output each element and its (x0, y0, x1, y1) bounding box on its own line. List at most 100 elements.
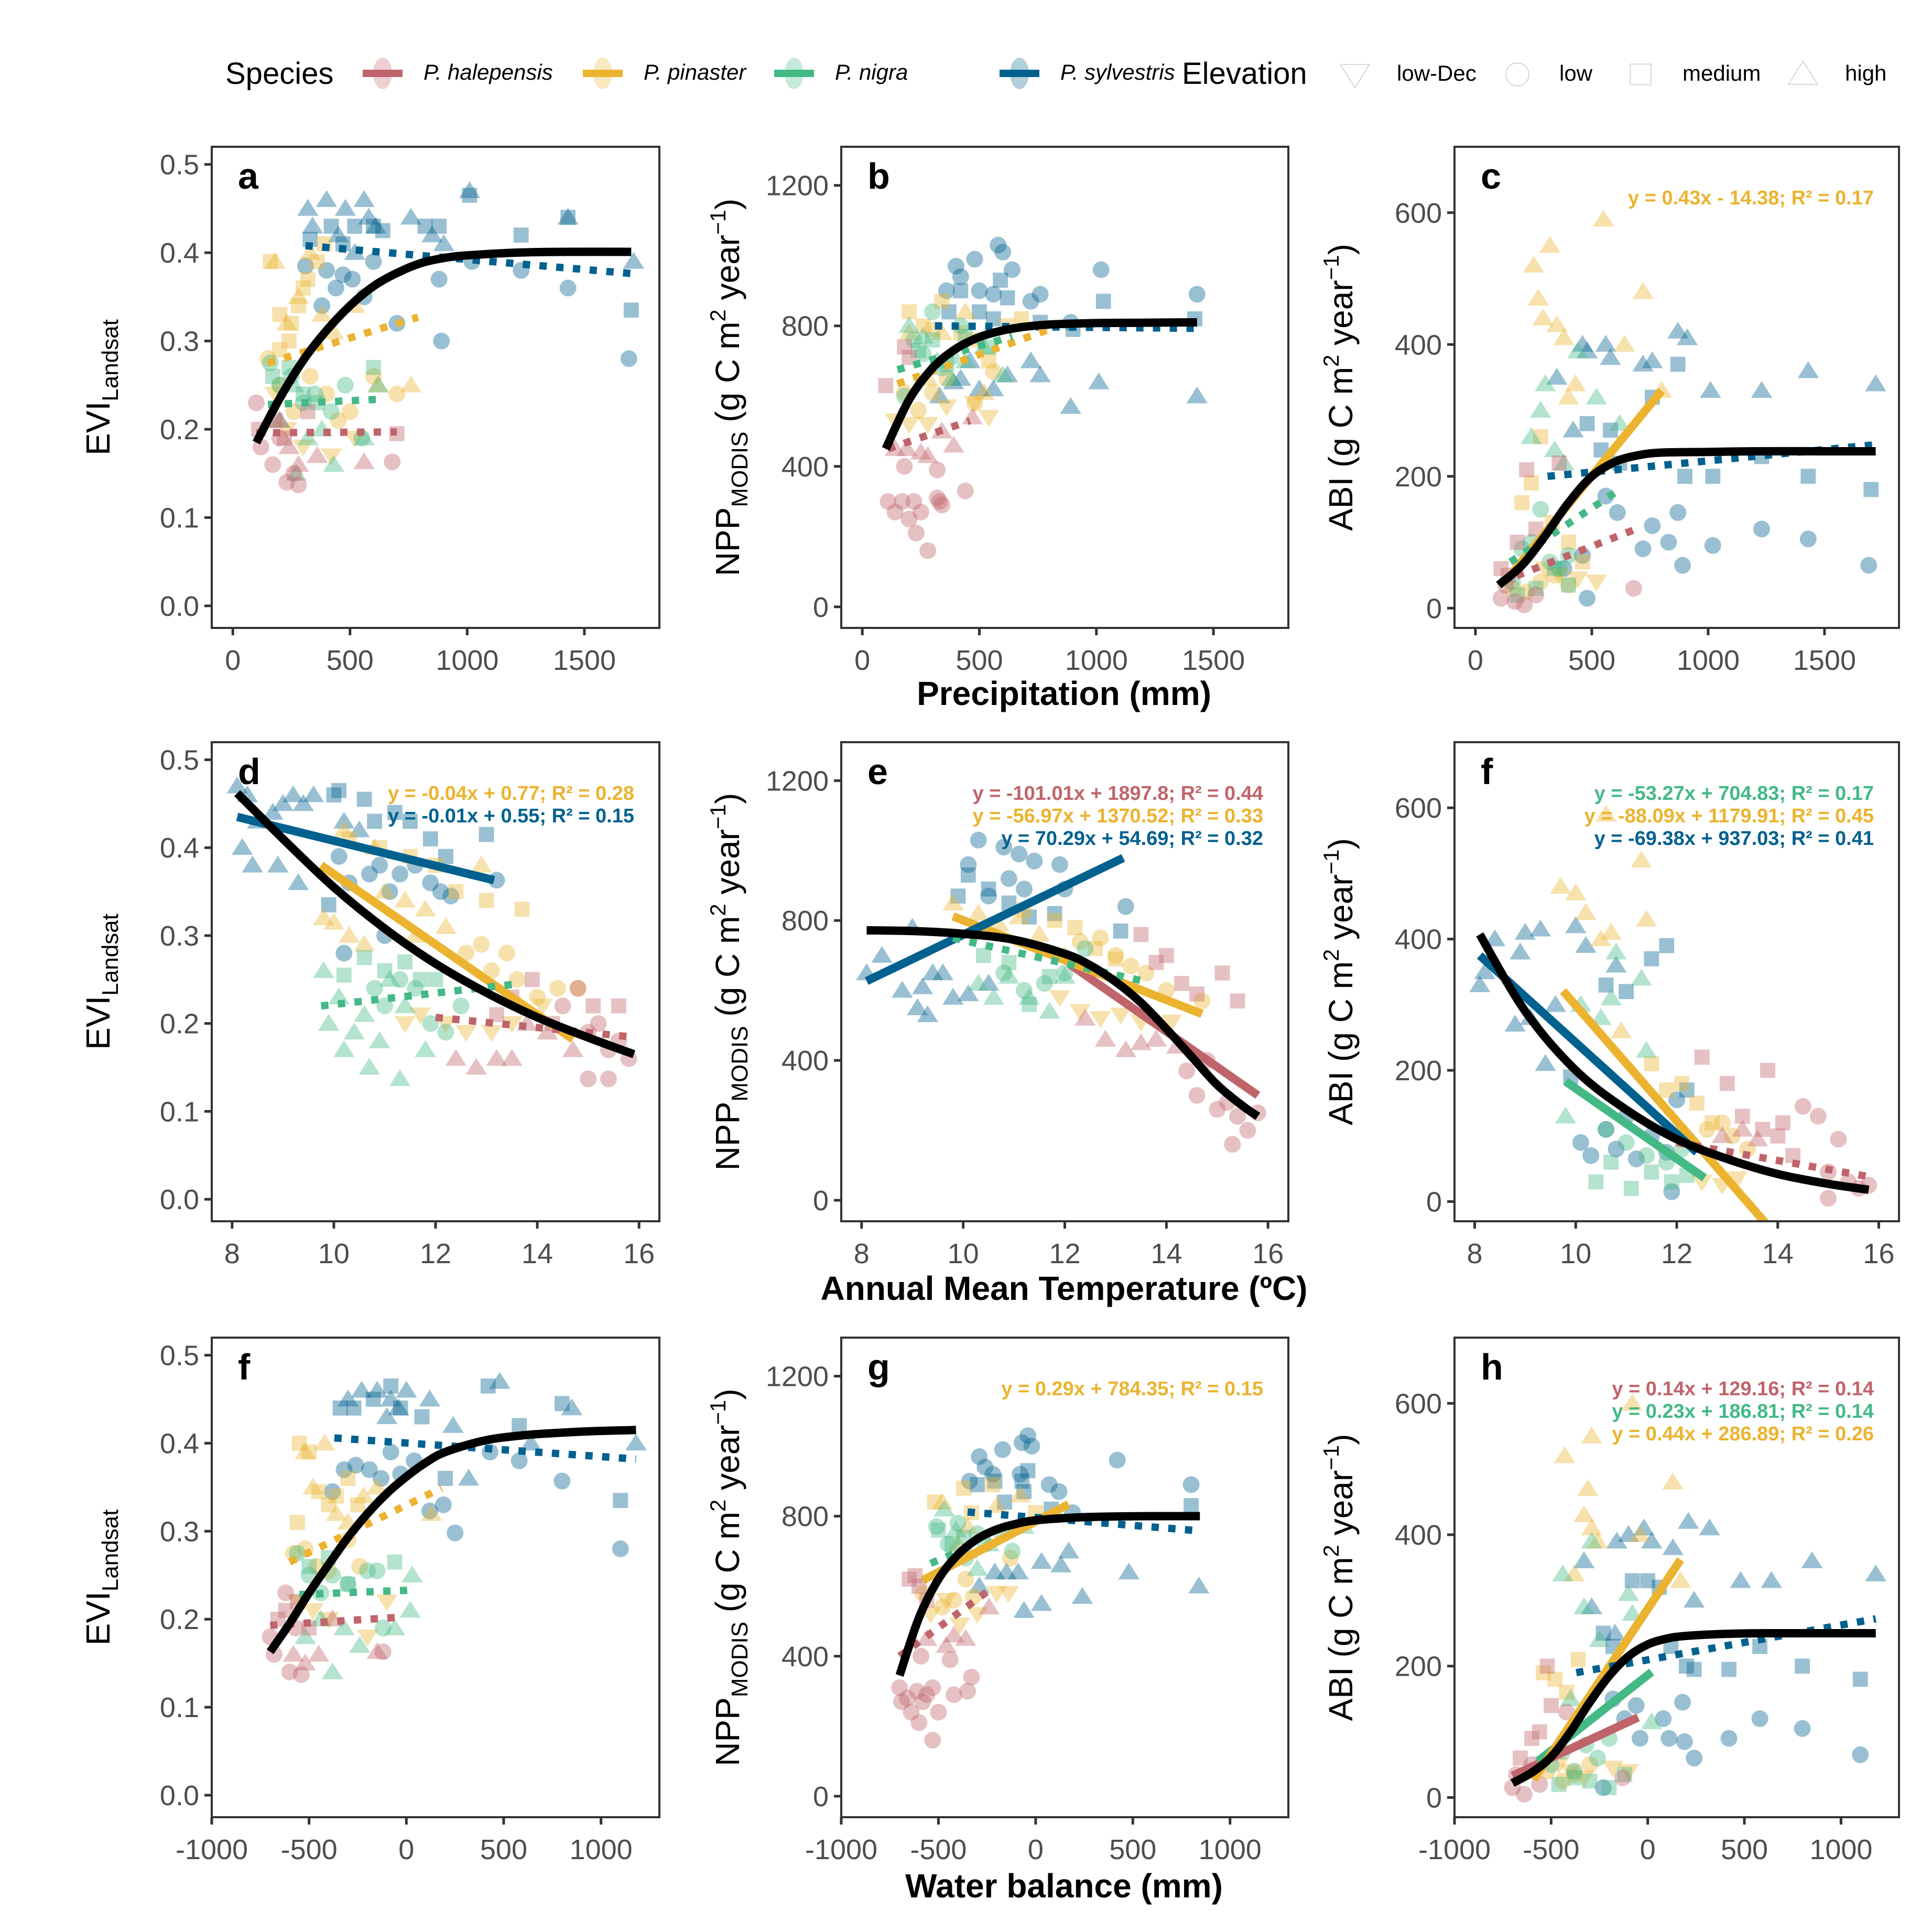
data-point (997, 1586, 1019, 1603)
x-tick-label: 0 (1640, 1834, 1656, 1865)
overall-fit-curve (252, 247, 632, 445)
data-point (366, 1642, 388, 1659)
data-point (929, 490, 946, 507)
data-point (1567, 341, 1589, 359)
data-point (1118, 1562, 1140, 1580)
data-point (911, 977, 934, 994)
data-point (985, 363, 1002, 380)
data-point (531, 998, 553, 1016)
data-point (376, 1407, 398, 1424)
x-tick-label: 14 (1762, 1238, 1794, 1269)
y-axis-title: ABI (g C m2 year−1) (1319, 1434, 1360, 1721)
data-point (1669, 504, 1687, 521)
data-point (893, 1693, 910, 1710)
x-tick-label: -1000 (176, 1834, 248, 1865)
x-tick-label: -1000 (805, 1834, 877, 1865)
data-point (1679, 1658, 1694, 1674)
data-point (1516, 596, 1533, 613)
y-axis-title-main: ABI (1322, 477, 1360, 531)
data-point (929, 386, 950, 404)
data-point (1047, 906, 1062, 921)
data-point (388, 385, 406, 403)
data-point (928, 1518, 945, 1535)
data-point (1581, 1597, 1603, 1614)
y-axis-title-subscript: Landsat (97, 1510, 123, 1592)
legend-line-key (774, 70, 814, 77)
y-axis-title-main: ABI (1322, 1667, 1360, 1721)
x-tick-label: 1000 (436, 645, 498, 676)
data-point (1229, 1108, 1246, 1125)
data-point (1603, 1154, 1619, 1170)
data-point (1865, 374, 1886, 392)
data-point (968, 904, 989, 921)
panel-letter: e (867, 751, 888, 792)
data-point (978, 410, 1000, 427)
y-tick-label: 0.3 (160, 326, 199, 357)
data-point (917, 1005, 939, 1023)
data-point (1050, 1483, 1068, 1500)
regression-line-nigra (299, 1586, 411, 1599)
data-point (320, 448, 342, 465)
data-point (381, 883, 398, 900)
data-point (1058, 1542, 1080, 1559)
regression-line-nigra (1563, 1078, 1707, 1181)
data-point (314, 1434, 335, 1451)
data-point (297, 257, 314, 275)
data-point (339, 1576, 356, 1593)
data-point (1530, 400, 1551, 418)
data-point (1077, 940, 1094, 957)
data-point (960, 867, 976, 883)
data-point (1576, 341, 1598, 359)
data-point (1189, 986, 1204, 1002)
data-point (295, 280, 311, 296)
regression-line-halepensis (887, 417, 971, 452)
panels: 0.00.10.20.30.40.50 500 1000 1500aEVILandsa… (79, 146, 1900, 1865)
data-point (1510, 535, 1525, 550)
data-point (1694, 1049, 1710, 1065)
data-point (942, 893, 964, 910)
data-point (302, 785, 324, 802)
panel-a: 0.0 0.1 0.2 0.3 0.4 0.5 0 500 1000 1500 a EVILandsa… (79, 146, 660, 676)
data-point (1088, 941, 1103, 957)
panel-b: 0 400 800 1200 0 500 1000 1500 b NPPMODIS (g C m2… (705, 146, 1289, 676)
data-point (489, 1372, 511, 1389)
data-point (1056, 964, 1073, 982)
panel-letter: f (1481, 751, 1493, 792)
data-point (1590, 929, 1612, 947)
x-tick-label: 0 (1468, 645, 1483, 676)
data-point (1865, 1564, 1886, 1582)
y-axis-title-main: EVI (79, 1591, 117, 1645)
data-point (465, 1058, 487, 1075)
data-point (1621, 1604, 1643, 1621)
data-point (421, 1502, 438, 1519)
data-point (433, 332, 450, 350)
data-point (356, 791, 372, 807)
data-point (1686, 1750, 1703, 1767)
overall-fit-curve (234, 790, 636, 1058)
data-point (431, 219, 447, 234)
data-point (1012, 1466, 1029, 1483)
data-point (967, 1607, 988, 1624)
data-point (1539, 236, 1561, 253)
data-point (1570, 1652, 1586, 1667)
data-point (936, 399, 958, 417)
legend-species-item: P. sylvestris (1000, 58, 1175, 89)
data-point (955, 1629, 976, 1646)
y-tick-label: 0.3 (160, 1516, 199, 1547)
data-point (396, 1381, 417, 1398)
data-point (1090, 1011, 1111, 1028)
data-point (1711, 1126, 1733, 1144)
data-point (1536, 1665, 1551, 1680)
data-point (1633, 1518, 1655, 1536)
data-point (285, 403, 302, 420)
data-point (907, 998, 928, 1015)
y-axis-title-unit: ) (709, 199, 746, 210)
regression-lines (256, 242, 636, 437)
data-point (1635, 909, 1657, 927)
data-point (459, 181, 481, 199)
data-point (1060, 397, 1081, 414)
data-point (326, 787, 342, 803)
data-point (1613, 334, 1635, 352)
data-point (1679, 1082, 1695, 1098)
data-point (1524, 1731, 1539, 1746)
